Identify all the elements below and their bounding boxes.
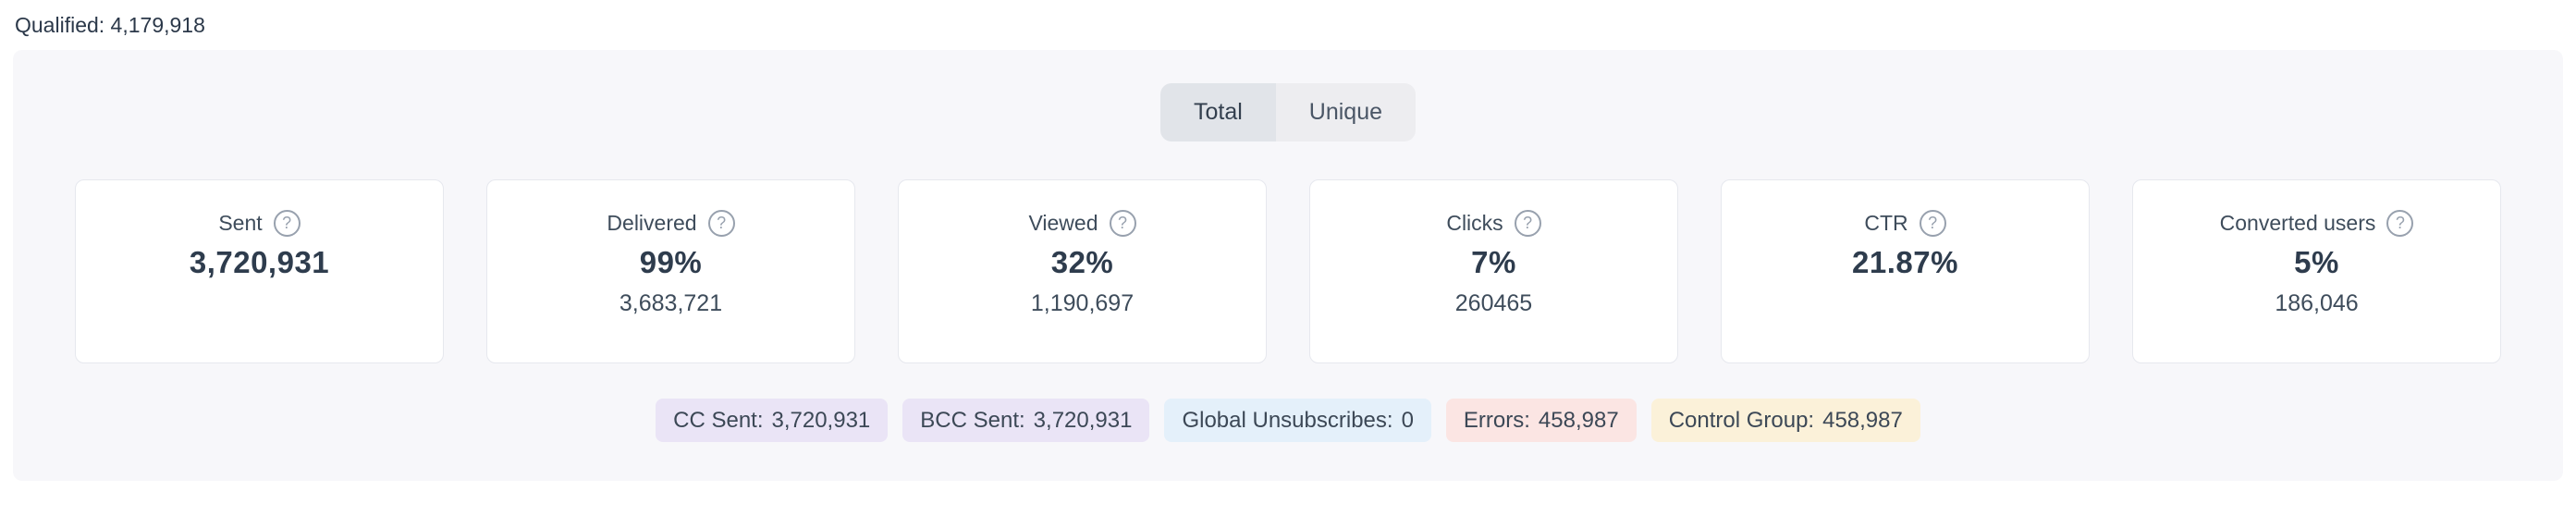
badge-cc-sent: CC Sent: 3,720,931 [656,399,889,442]
stat-primary-value: 5% [2294,245,2339,279]
stat-secondary-value: 186,046 [2275,290,2359,316]
badge-control-group: Control Group: 458,987 [1650,399,1920,442]
badge-value: 458,987 [1822,407,1903,433]
stat-cards-row: Sent ? 3,720,931 Delivered ? 99% 3,683,7… [75,179,2501,363]
badge-label: BCC Sent: [920,407,1025,433]
toggle-total[interactable]: Total [1159,83,1276,141]
help-icon[interactable]: ? [273,210,301,237]
badge-global-unsubscribes: Global Unsubscribes: 0 [1164,399,1431,442]
stat-card-ctr: CTR ? 21.87% [1721,179,2090,363]
stat-primary-value: 7% [1471,245,1516,279]
stat-label: Delivered [607,211,697,235]
help-icon[interactable]: ? [1109,210,1136,237]
badge-bcc-sent: BCC Sent: 3,720,931 [902,399,1150,442]
stat-label: Viewed [1028,211,1098,235]
stat-card-clicks: Clicks ? 7% 260465 [1309,179,1678,363]
badge-value: 3,720,931 [771,407,871,433]
stat-primary-value: 3,720,931 [189,245,330,279]
help-icon[interactable]: ? [707,210,735,237]
stat-label: Sent [218,211,263,235]
badge-label: CC Sent: [673,407,764,433]
stat-secondary-value: 260465 [1454,290,1533,316]
toggle-unique[interactable]: Unique [1275,83,1417,141]
stat-card-converted-users: Converted users ? 5% 186,046 [2132,179,2501,363]
help-icon[interactable]: ? [1514,210,1541,237]
badge-value: 3,720,931 [1033,407,1133,433]
badge-label: Control Group: [1668,407,1815,433]
stat-label: Clicks [1446,211,1503,235]
help-icon[interactable]: ? [2386,210,2414,237]
qualified-count: Qualified: 4,179,918 [15,12,205,37]
stat-label: Converted users [2219,211,2376,235]
total-unique-toggle: Total Unique [1159,83,1417,141]
qualified-bar: Qualified: 4,179,918 [0,0,2576,50]
badge-label: Errors: [1463,407,1530,433]
stat-card-viewed: Viewed ? 32% 1,190,697 [898,179,1267,363]
stat-card-delivered: Delivered ? 99% 3,683,721 [486,179,855,363]
stats-panel: Total Unique Sent ? 3,720,931 Delivered … [13,50,2563,481]
badge-value: 0 [1401,407,1414,433]
stat-primary-value: 99% [639,245,703,279]
stat-primary-value: 21.87% [1852,245,1958,279]
badge-label: Global Unsubscribes: [1182,407,1393,433]
summary-badges-row: CC Sent: 3,720,931 BCC Sent: 3,720,931 G… [656,399,1920,442]
stat-label: CTR [1864,211,1908,235]
help-icon[interactable]: ? [1919,210,1946,237]
stat-secondary-value: 3,683,721 [619,290,723,316]
stat-secondary-value: 1,190,697 [1030,290,1135,316]
badge-value: 458,987 [1538,407,1619,433]
stat-card-sent: Sent ? 3,720,931 [75,179,444,363]
badge-errors: Errors: 458,987 [1445,399,1637,442]
stat-primary-value: 32% [1050,245,1114,279]
